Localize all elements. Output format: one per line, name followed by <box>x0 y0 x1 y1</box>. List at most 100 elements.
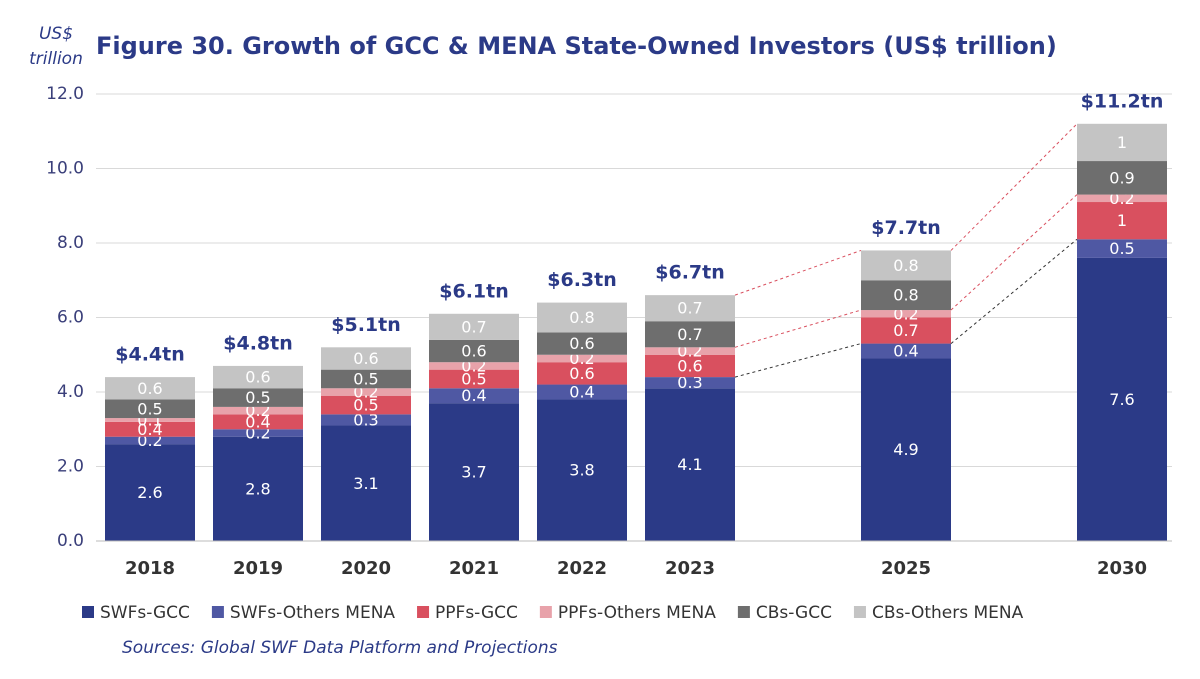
data-label: 0.6 <box>461 342 486 361</box>
bar-segment <box>1077 161 1167 195</box>
legend-swatch <box>82 606 94 618</box>
bar-segment <box>213 436 303 541</box>
bar-segment <box>861 310 951 318</box>
x-tick-label: 2019 <box>233 558 283 579</box>
bar-segment <box>1077 239 1167 258</box>
data-label: 0.5 <box>1109 239 1134 258</box>
bar-segment <box>213 414 303 430</box>
data-label: 0.5 <box>245 388 270 407</box>
data-label: 0.4 <box>569 383 594 402</box>
legend-label: CBs-Others MENA <box>872 603 1024 623</box>
data-label: 7.6 <box>1109 390 1134 409</box>
x-tick-label: 2030 <box>1097 558 1147 579</box>
data-label: 0.4 <box>245 412 270 431</box>
data-label: 0.5 <box>353 396 378 415</box>
legend-swatch <box>417 606 430 618</box>
data-label: 2.8 <box>245 479 270 498</box>
x-tick-label: 2023 <box>665 558 715 579</box>
connector <box>950 194 1078 311</box>
y-axis-label: trillion <box>29 49 83 69</box>
bar-segment <box>105 444 195 541</box>
bar-segment <box>1077 123 1167 162</box>
data-label: 0.6 <box>137 379 162 398</box>
data-label: 0.6 <box>353 349 378 368</box>
bar-segment <box>105 436 195 445</box>
connector <box>734 343 862 378</box>
y-tick-label: 6.0 <box>57 308 84 328</box>
data-label: 0.7 <box>677 325 702 344</box>
chart-title: Figure 30. Growth of GCC & MENA State-Ow… <box>96 32 1057 60</box>
bar-segment <box>645 295 735 322</box>
bar-segment <box>213 429 303 437</box>
data-label: 1 <box>1117 133 1127 152</box>
bar-segment <box>1077 194 1167 203</box>
legend-swatch <box>853 606 866 618</box>
bar-segment <box>321 388 411 396</box>
y-tick-label: 2.0 <box>57 457 84 477</box>
data-label: 0.8 <box>893 256 918 275</box>
data-label: 0.3 <box>353 410 378 429</box>
data-label: 0.9 <box>1109 168 1134 187</box>
legend-swatch <box>737 606 750 618</box>
bar-segment <box>321 414 411 426</box>
legend-label: SWFs-Others MENA <box>230 603 395 623</box>
data-label: 4.1 <box>677 455 702 474</box>
data-label: 0.6 <box>569 364 594 383</box>
data-label: 0.6 <box>569 334 594 353</box>
bar-segment <box>213 365 303 389</box>
x-tick-label: 2020 <box>341 558 391 579</box>
y-tick-label: 4.0 <box>57 382 84 402</box>
data-label: 0.3 <box>677 373 702 392</box>
data-label: 0.7 <box>677 299 702 318</box>
source: Sources: Global SWF Data Platform and Pr… <box>122 638 558 658</box>
bar-segment <box>321 425 411 541</box>
total-label: $5.1tn <box>331 314 401 336</box>
legend-swatch <box>211 606 224 618</box>
legend-label: CBs-GCC <box>756 603 832 623</box>
data-label: 3.7 <box>461 463 486 482</box>
bar-segment <box>537 362 627 385</box>
bar-segment <box>105 399 195 419</box>
bar-segment <box>321 395 411 415</box>
bar-segment <box>645 321 735 348</box>
total-label: $7.7tn <box>871 217 941 239</box>
data-label: 0.5 <box>353 369 378 388</box>
data-label: 0.6 <box>245 368 270 387</box>
data-label: 3.1 <box>353 474 378 493</box>
total-label: $4.8tn <box>223 332 293 354</box>
legend-label: PPFs-GCC <box>435 603 518 623</box>
x-tick-label: 2025 <box>881 558 931 579</box>
bar-segment <box>105 421 195 437</box>
bar-segment <box>861 317 951 344</box>
legend-label: SWFs-GCC <box>100 603 190 623</box>
data-label: 1 <box>1117 211 1127 230</box>
data-label: 0.4 <box>137 420 162 439</box>
bar-segment <box>429 403 519 541</box>
bar-segment <box>429 362 519 370</box>
bar-segment <box>861 250 951 281</box>
bar-segment <box>537 332 627 355</box>
legend-swatch <box>539 606 552 618</box>
total-label: $6.7tn <box>655 262 725 284</box>
bar-segment <box>537 302 627 333</box>
bar-segment <box>213 406 303 415</box>
data-label: 0.8 <box>893 286 918 305</box>
data-label: 4.9 <box>893 440 918 459</box>
legend-label: PPFs-Others MENA <box>558 603 716 623</box>
y-tick-label: 12.0 <box>46 84 84 104</box>
data-label: 0.6 <box>677 356 702 375</box>
bar-segment <box>105 377 195 400</box>
bar-segment <box>321 369 411 389</box>
data-label: 0.4 <box>893 342 918 361</box>
bar-segment <box>645 388 735 541</box>
x-tick-label: 2018 <box>125 558 175 579</box>
bar-segment <box>429 339 519 363</box>
total-label: $11.2tn <box>1081 90 1164 112</box>
connector <box>950 123 1078 251</box>
y-tick-label: 0.0 <box>57 531 84 551</box>
y-tick-label: 8.0 <box>57 233 84 253</box>
x-tick-label: 2022 <box>557 558 607 579</box>
data-label: 2.6 <box>137 483 162 502</box>
data-label: 0.5 <box>137 399 162 418</box>
